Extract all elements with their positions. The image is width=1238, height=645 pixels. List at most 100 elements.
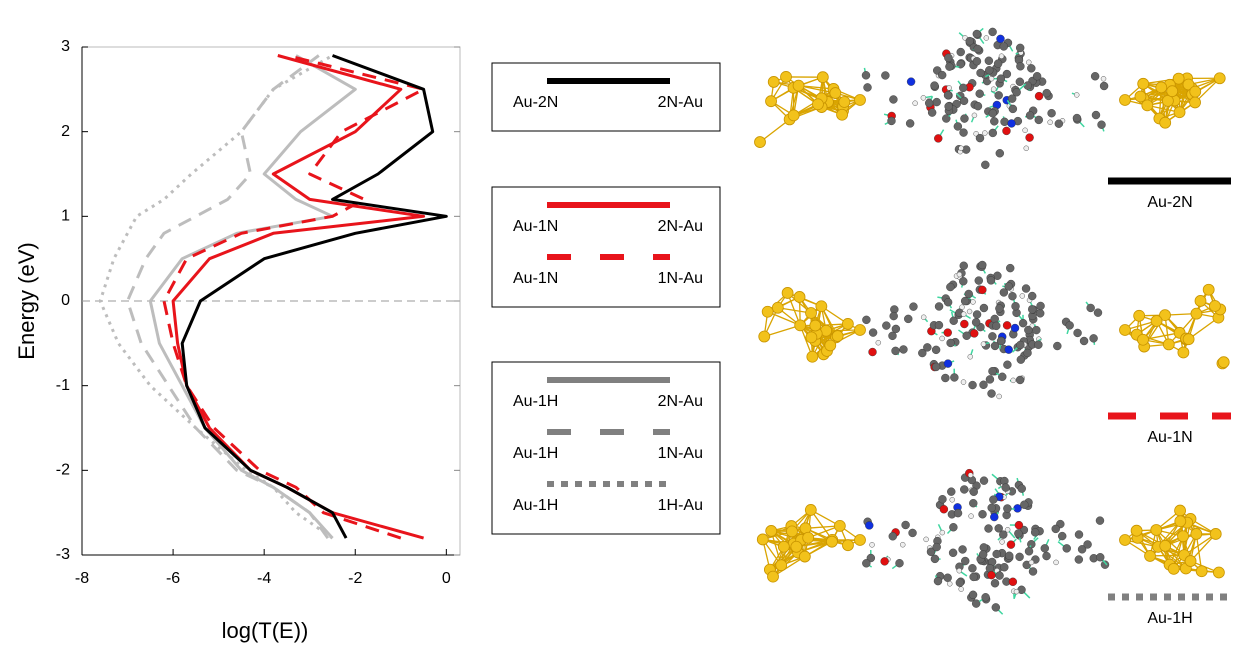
- atom: [988, 109, 997, 118]
- atom: [1030, 528, 1040, 537]
- atom: [1065, 321, 1074, 330]
- atom: [1034, 115, 1043, 125]
- atom: [923, 536, 929, 543]
- gold-atom: [1173, 106, 1186, 119]
- atom: [1036, 301, 1045, 311]
- atom: [899, 345, 908, 354]
- atom: [995, 149, 1004, 158]
- atom: [1002, 126, 1011, 136]
- atom: [882, 321, 891, 330]
- gold-atom: [756, 533, 769, 546]
- atom: [975, 133, 985, 143]
- atom: [960, 311, 967, 317]
- atom: [988, 27, 997, 37]
- atom: [1091, 110, 1101, 120]
- atom: [999, 42, 1008, 51]
- legend-label-left: Au-2N: [513, 94, 558, 111]
- y-axis-label: Energy (eV): [14, 242, 39, 359]
- atom: [1013, 588, 1020, 595]
- atom: [980, 341, 987, 347]
- atom: [971, 599, 981, 608]
- atom: [880, 557, 889, 566]
- gold-atom: [1166, 85, 1179, 98]
- series-line: [126, 54, 330, 539]
- atom: [984, 56, 994, 65]
- atom: [956, 568, 962, 574]
- x-tick-label: -8: [75, 570, 89, 587]
- gold-atom: [754, 136, 766, 148]
- y-tick-label: -1: [56, 377, 70, 394]
- atom: [978, 510, 987, 519]
- y-tick-label: 2: [61, 123, 70, 140]
- x-tick-label: -6: [166, 570, 180, 587]
- atom: [962, 331, 971, 340]
- atom: [978, 285, 987, 295]
- atom: [949, 316, 958, 325]
- gold-atom: [1150, 315, 1163, 327]
- structure-label: Au-1N: [1147, 429, 1192, 446]
- atom: [961, 556, 970, 566]
- atom: [973, 101, 983, 111]
- atom: [1047, 108, 1056, 118]
- atom: [1003, 360, 1012, 369]
- atom: [988, 75, 995, 82]
- atom: [1010, 377, 1016, 384]
- atom: [1100, 76, 1107, 82]
- atom: [1027, 540, 1036, 549]
- structure-label: Au-1H: [1147, 610, 1192, 627]
- atom: [985, 375, 995, 384]
- atom: [869, 542, 875, 548]
- atom: [1047, 119, 1053, 125]
- atom: [1028, 291, 1037, 301]
- legend-label-right: 1N-Au: [658, 445, 703, 462]
- gold-atom: [787, 109, 800, 122]
- atom: [862, 315, 871, 325]
- gold-atom: [816, 71, 829, 84]
- gold-atom: [806, 350, 819, 363]
- gold-atom: [854, 534, 866, 546]
- atom: [865, 521, 874, 530]
- atom: [953, 508, 963, 518]
- gold-atom: [1213, 72, 1226, 85]
- gold-atom: [1144, 550, 1156, 562]
- atom: [906, 77, 916, 86]
- atom: [998, 372, 1007, 382]
- atom: [960, 319, 969, 329]
- legend-label-left: Au-1H: [513, 445, 558, 462]
- atom: [959, 83, 968, 93]
- legend-box: [491, 361, 721, 535]
- gold-atom: [1217, 356, 1230, 369]
- atom: [1053, 341, 1062, 351]
- atom: [932, 97, 941, 107]
- gold-atom: [1159, 116, 1172, 129]
- atom: [958, 586, 964, 592]
- legend-label-right: 2N-Au: [658, 94, 703, 111]
- bond: [764, 324, 801, 338]
- atom: [966, 308, 973, 315]
- gold-atom: [1133, 309, 1146, 322]
- atom: [908, 528, 917, 538]
- atom: [978, 550, 988, 559]
- legend-box: [491, 62, 721, 132]
- atom: [958, 145, 964, 151]
- gold-atom: [1137, 77, 1150, 90]
- structure: [758, 260, 1230, 400]
- atom: [992, 549, 1001, 559]
- atom: [981, 160, 990, 170]
- atom: [972, 57, 982, 66]
- atom: [960, 379, 967, 385]
- atom: [968, 513, 974, 519]
- atom: [1007, 119, 1016, 128]
- atom: [1008, 104, 1018, 114]
- y-tick-label: 0: [61, 292, 70, 309]
- atom: [1086, 303, 1095, 313]
- atom: [1053, 559, 1059, 566]
- atom: [987, 389, 996, 398]
- atom: [1006, 263, 1015, 273]
- gold-atom: [1195, 565, 1208, 578]
- atom: [1012, 88, 1021, 97]
- atom: [1054, 119, 1064, 128]
- atom: [968, 380, 977, 390]
- y-tick-label: 1: [61, 208, 70, 225]
- gold-atom: [809, 319, 822, 332]
